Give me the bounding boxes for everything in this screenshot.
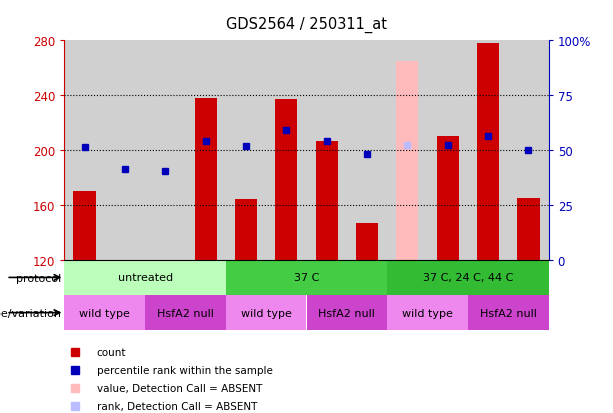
Bar — [74, 192, 96, 260]
Text: 37 C: 37 C — [294, 273, 319, 283]
Bar — [477, 44, 499, 260]
Text: wild type: wild type — [402, 308, 453, 318]
Bar — [266, 41, 306, 260]
Bar — [306, 41, 347, 260]
Text: value, Detection Call = ABSENT: value, Detection Call = ABSENT — [97, 383, 262, 393]
Bar — [226, 41, 266, 260]
Bar — [145, 41, 185, 260]
Text: rank, Detection Call = ABSENT: rank, Detection Call = ABSENT — [97, 401, 257, 411]
Bar — [194, 99, 217, 260]
Bar — [436, 137, 459, 260]
Bar — [235, 200, 257, 260]
Bar — [387, 295, 468, 330]
Bar — [347, 41, 387, 260]
Bar — [356, 223, 378, 260]
Bar — [508, 41, 549, 260]
Text: wild type: wild type — [79, 308, 130, 318]
Text: HsfA2 null: HsfA2 null — [318, 308, 375, 318]
Text: untreated: untreated — [118, 273, 173, 283]
Text: GDS2564 / 250311_at: GDS2564 / 250311_at — [226, 17, 387, 33]
Text: wild type: wild type — [241, 308, 292, 318]
Bar — [226, 260, 387, 295]
Text: HsfA2 null: HsfA2 null — [157, 308, 214, 318]
Bar — [145, 295, 226, 330]
Text: percentile rank within the sample: percentile rank within the sample — [97, 365, 273, 375]
Bar — [396, 62, 419, 260]
Text: genotype/variation: genotype/variation — [0, 308, 61, 318]
Text: count: count — [97, 347, 126, 357]
Bar — [275, 100, 297, 260]
Bar — [517, 199, 539, 260]
Bar — [64, 41, 105, 260]
Bar — [427, 41, 468, 260]
Bar — [185, 41, 226, 260]
Bar — [105, 41, 145, 260]
Bar — [306, 295, 387, 330]
Bar — [468, 41, 508, 260]
Bar — [387, 260, 549, 295]
Bar — [316, 141, 338, 260]
Bar — [64, 260, 226, 295]
Text: 37 C, 24 C, 44 C: 37 C, 24 C, 44 C — [423, 273, 513, 283]
Text: protocol: protocol — [16, 273, 61, 283]
Bar — [468, 295, 549, 330]
Bar — [64, 295, 145, 330]
Bar — [387, 41, 428, 260]
Text: HsfA2 null: HsfA2 null — [480, 308, 537, 318]
Bar — [226, 295, 306, 330]
